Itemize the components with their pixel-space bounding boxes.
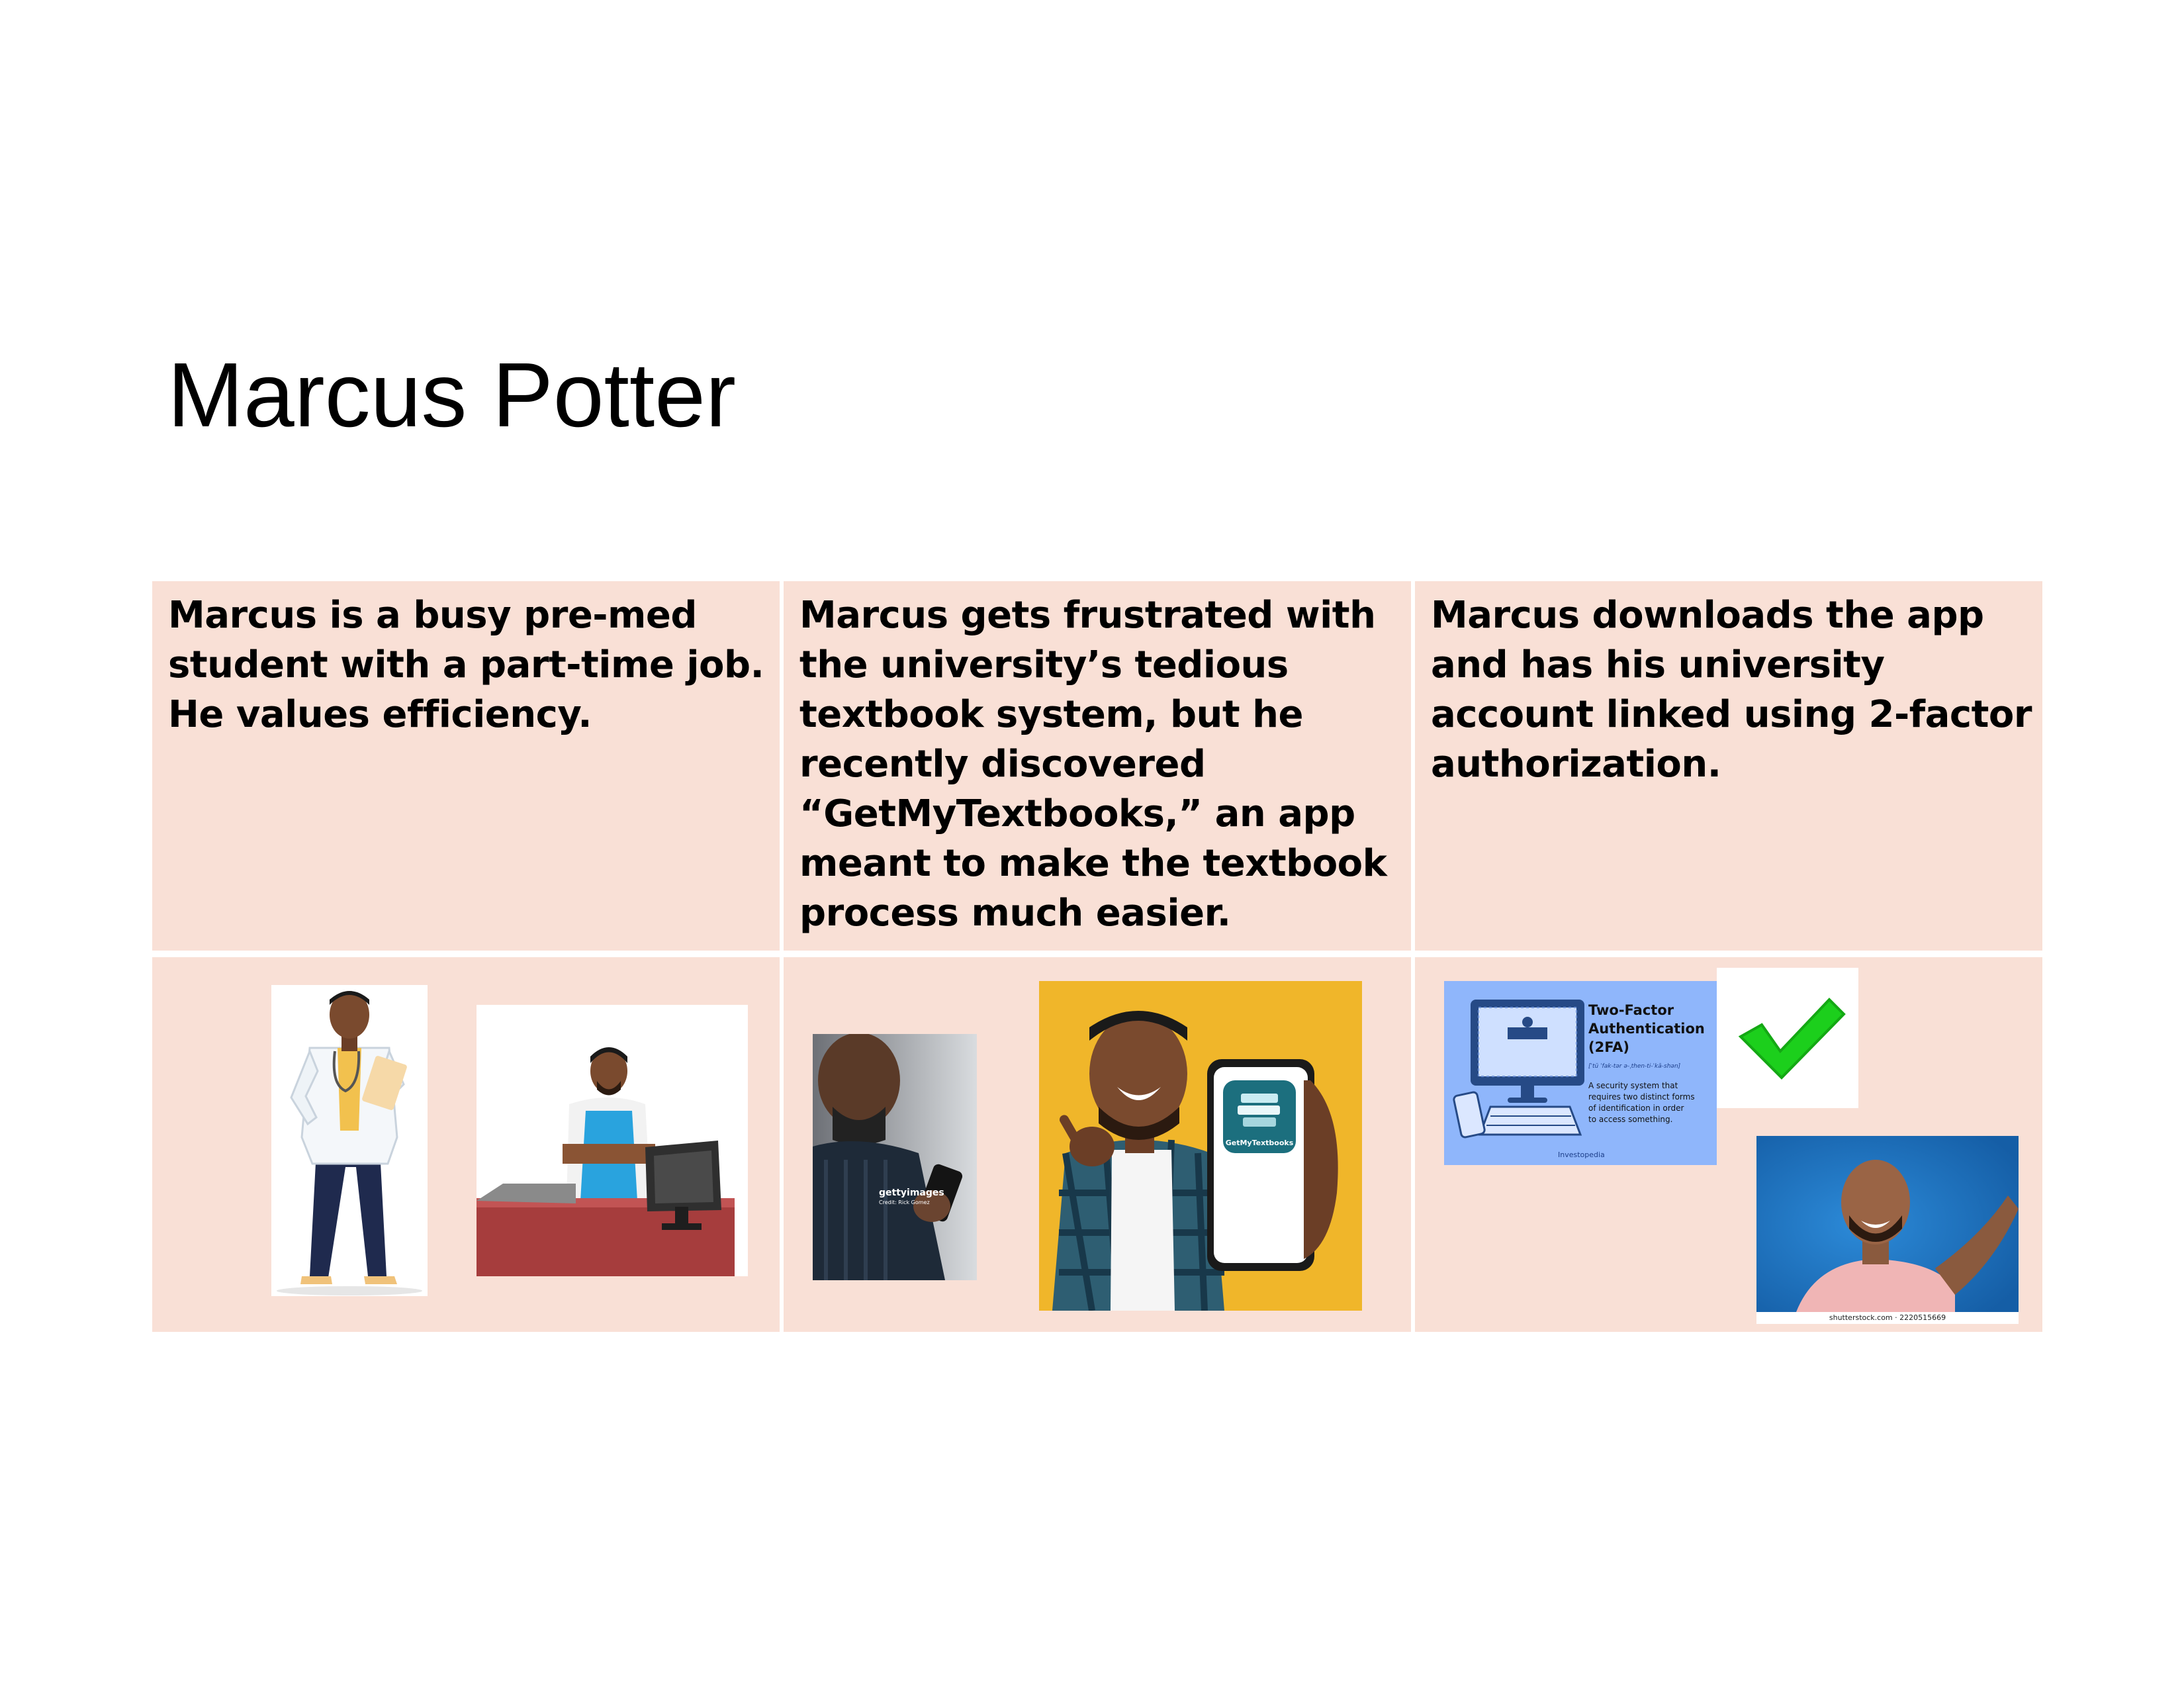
shutterstock-credit: shutterstock.com · 2220515669 [1829, 1313, 1946, 1322]
panel-3-text-cell: Marcus downloads the app and has his uni… [1415, 581, 2042, 951]
getty-watermark: gettyimages [879, 1188, 944, 1198]
selfie-man-photo: shutterstock.com · 2220515669 [1756, 1136, 2019, 1324]
panel-1-text: Marcus is a busy pre-med student with a … [168, 594, 764, 736]
doctor-illustration [271, 985, 428, 1296]
tfa-brand: Investopedia [1558, 1150, 1605, 1159]
panel-1-text-cell: Marcus is a busy pre-med student with a … [152, 581, 780, 951]
panel-2-text: Marcus gets frustrated with the universi… [799, 594, 1387, 935]
tfa-definition-line-2: requires two distinct forms [1588, 1092, 1695, 1102]
tfa-title-line-3: (2FA) [1588, 1039, 1629, 1055]
panel-2-text-cell: Marcus gets frustrated with the universi… [784, 581, 1411, 951]
panel-1-image-cell [152, 957, 780, 1332]
panel-2-image-cell: gettyimages Credit: Rick Gomez [784, 957, 1411, 1332]
page-title: Marcus Potter [167, 344, 736, 446]
frustrated-man-photo: gettyimages Credit: Rick Gomez [813, 1034, 977, 1280]
happy-man-phone-photo: GetMyTextbooks [1039, 981, 1362, 1311]
tfa-pronunciation: [ˈtü ˈfak-tər ə-ˌthen-ti-ˈkā-shən] [1588, 1063, 1681, 1070]
app-logo-label: GetMyTextbooks [1225, 1139, 1294, 1147]
tfa-definition-line-4: to access something. [1588, 1115, 1673, 1124]
tfa-definition-line-1: A security system that [1588, 1081, 1678, 1090]
cashier-illustration [477, 1005, 748, 1276]
tfa-title-line-1: Two-Factor [1588, 1002, 1674, 1018]
tfa-title-line-2: Authentication [1588, 1021, 1705, 1037]
green-checkmark-icon [1717, 968, 1858, 1108]
tfa-definition-line-3: of identification in order [1588, 1103, 1684, 1113]
two-factor-infographic: Two-Factor Authentication (2FA) [ˈtü ˈfa… [1444, 981, 1717, 1165]
getty-credit: Credit: Rick Gomez [879, 1199, 930, 1205]
panel-3-image-cell: Two-Factor Authentication (2FA) [ˈtü ˈfa… [1415, 957, 2042, 1332]
panel-3-text: Marcus downloads the app and has his uni… [1431, 594, 2032, 786]
storyboard-table: Marcus is a busy pre-med student with a … [152, 581, 2042, 1332]
